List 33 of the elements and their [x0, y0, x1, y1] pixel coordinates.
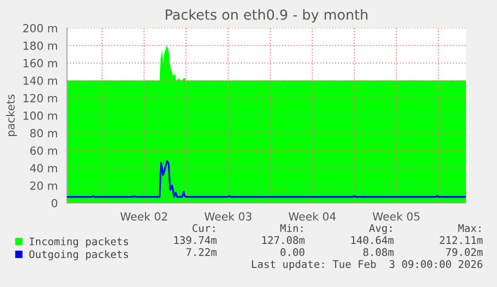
y-tick-label: 80 m [30, 128, 58, 138]
x-tick-label: Week 02 [120, 212, 168, 221]
text: Max: [458, 224, 480, 232]
x-tick-label: Week 05 [372, 212, 420, 221]
y-tick-label: 180 m [24, 41, 58, 50]
y-tick-label: 100 m [24, 111, 58, 120]
text: 79.02m [446, 248, 483, 256]
text: 7.22m [186, 248, 217, 256]
y-axis-title: packets [6, 94, 17, 136]
text: Last update: Tue Feb 3 09:00:00 2026 [252, 260, 482, 270]
legend-label: Incoming packets [30, 237, 128, 248]
text: 8.08m [363, 248, 394, 256]
text: Min: [280, 224, 302, 232]
text: Avg: [369, 224, 392, 234]
text: Cur: [192, 224, 214, 232]
text: 0.00 [280, 248, 304, 256]
y-tick-label: 160 m [24, 58, 58, 68]
y-tick-label: 200 m [23, 24, 58, 32]
text: 140.64m [351, 236, 394, 244]
x-tick-label: Week 04 [288, 212, 336, 221]
line-series [67, 160, 466, 198]
y-tick-label: 120 m [24, 94, 58, 102]
y-tick-label: 140 m [24, 76, 58, 85]
y-tick-label: 40 m [30, 164, 58, 172]
text: 139.74m [174, 236, 217, 244]
y-tick-label: 0 [52, 198, 58, 208]
y-tick-label: 20 m [30, 181, 58, 190]
x-tick-label: Week 03 [204, 212, 252, 221]
chart-title: Packets on eth0.9 - by month [166, 9, 368, 23]
text: 212.11m [440, 236, 483, 244]
y-tick-label: 60 m [30, 146, 58, 155]
legend-label: Outgoing packets [29, 250, 128, 260]
text: 127.08m [262, 236, 305, 244]
